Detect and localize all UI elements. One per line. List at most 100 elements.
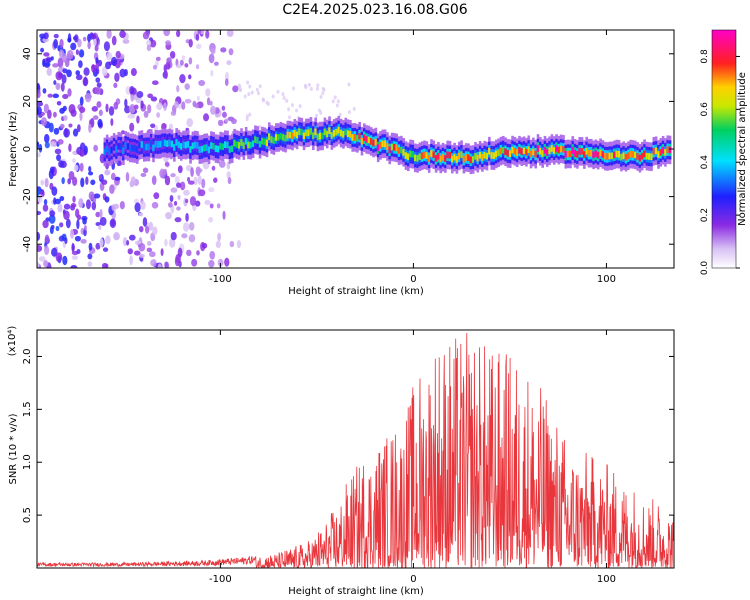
spectrogram-noise-cell (139, 226, 144, 233)
spectrogram-trace-cell (122, 147, 125, 155)
spectrogram-trace-cell (349, 130, 352, 138)
spectrogram-trace-cell (281, 134, 285, 141)
spectrogram-trace-cell (163, 139, 167, 147)
spectrogram-noise-cell (149, 251, 156, 258)
spectrogram-noise-cell (66, 49, 74, 60)
snr-x-tick-label: 100 (597, 574, 616, 585)
spectrogram-noise-cell (164, 70, 168, 79)
spectrogram-trace-cell (488, 147, 491, 155)
spectrogram-noise-cell (78, 198, 84, 208)
spectrogram-trace-cell (541, 150, 544, 157)
spectrogram-noise-cell (184, 83, 190, 90)
spectrogram-trace-cell (356, 134, 359, 142)
spectrogram-trace-cell (469, 156, 473, 164)
spectrogram-noise-cell (128, 234, 136, 241)
spectrogram-trace-cell (430, 150, 433, 157)
spectrogram-trace-cell (219, 142, 222, 150)
spectrogram-trace-cell (200, 145, 204, 153)
spectrogram-trace-cell (559, 145, 563, 153)
spectrogram-trace-cell (332, 130, 336, 137)
spectrogram-trace-cell (647, 153, 651, 160)
spectrogram-trace-cell (455, 156, 459, 163)
spectrogram-noise-cell (133, 250, 141, 256)
spectrogram-trace-cell (511, 146, 514, 154)
spectrogram-trace-cell (434, 155, 438, 162)
spectrogram-trace-cell (566, 150, 570, 158)
spectrogram-noise-cell (43, 52, 50, 57)
spectrogram-trace-cell (539, 147, 542, 155)
spectrogram-trace-cell (492, 152, 496, 159)
spectrogram-noise-cell (226, 30, 234, 37)
spectrogram-trace-cell (652, 147, 656, 155)
spectrogram-noise-cell (150, 123, 156, 129)
spectrogram-trace-cell (462, 155, 466, 163)
spectrogram-trace-cell (631, 151, 635, 158)
spectrogram-x-tick-label: -100 (209, 274, 232, 285)
spectrogram-trace-cell (624, 153, 628, 161)
spectrogram-trace-cell (404, 152, 408, 159)
spectrogram-noise-cell (88, 123, 92, 133)
spectrogram-trace-cell (105, 145, 109, 153)
spectrogram-noise-cell (176, 64, 182, 69)
spectrogram-x-tick-label: 100 (597, 274, 616, 285)
spectrogram-trace-cell (437, 152, 440, 160)
spectrogram-noise-cell (56, 100, 62, 106)
spectrogram-noise-cell (52, 63, 59, 68)
spectrogram-trace-cell (620, 153, 623, 161)
spectrogram-trace-cell (110, 146, 114, 154)
spectrogram-noise-cell (95, 67, 100, 75)
spectrogram-trace-cell (448, 151, 452, 159)
spectrogram-trace-cell (423, 151, 426, 159)
spectrogram-noise-cell (65, 218, 71, 229)
spectrogram-noise-cell (37, 261, 40, 268)
spectrogram-trace-cell (439, 155, 443, 163)
spectrogram-noise-cell (152, 64, 158, 70)
spectrogram-trace-cell (323, 128, 327, 136)
spectrogram-noise-cell (110, 219, 115, 226)
spectrogram-trace-cell (302, 132, 306, 140)
spectrogram-noise-cell (104, 169, 111, 176)
colorbar-tick-label: 0.0 (700, 261, 710, 276)
spectrogram-noise-cell (52, 111, 57, 118)
spectrogram-noise-cell (37, 210, 42, 216)
spectrogram-noise-cell (62, 52, 68, 63)
spectrogram-trace-cell (444, 155, 447, 162)
spectrogram-noise-cell (213, 61, 219, 66)
spectrogram-noise-cell (218, 160, 226, 168)
spectrogram-trace-cell (247, 141, 250, 149)
spectrogram-noise-cell (80, 177, 85, 188)
spectrogram-noise-cell (203, 113, 210, 122)
spectrogram-noise-cell (90, 179, 96, 186)
spectrogram-noise-cell (62, 105, 67, 112)
spectrogram-trace-cell (534, 150, 538, 158)
spectrogram-noise-cell (70, 265, 78, 268)
spectrogram-noise-cell (185, 198, 189, 204)
spectrogram-noise-cell (99, 238, 104, 248)
spectrogram-trace-cell (316, 133, 320, 141)
spectrogram-trace-cell (564, 150, 568, 158)
spectrogram-noise-cell (95, 77, 101, 83)
snr-y-tick-label: 1.0 (22, 454, 33, 470)
spectrogram-trace-cell (152, 144, 155, 152)
spectrogram-noise-cell (85, 199, 92, 210)
spectrogram-noise-cell (188, 234, 196, 243)
spectrogram-trace-cell (126, 143, 130, 150)
spectrogram-noise-cell (111, 204, 115, 211)
spectrogram-noise-cell (83, 225, 87, 231)
spectrogram-trace-cell (643, 150, 646, 158)
spectrogram-noise-cell (53, 33, 59, 39)
spectrogram-trace-cell (295, 131, 299, 139)
spectrogram-noise-cell (298, 104, 302, 109)
spectrogram-trace-cell (545, 149, 549, 156)
spectrogram-noise-cell (37, 141, 40, 150)
spectrogram-trace-cell (640, 152, 644, 160)
spectrogram-trace-cell (249, 141, 253, 149)
spectrogram-trace-cell (147, 143, 151, 151)
spectrogram-y-axis-label: Frequency (Hz) (8, 111, 19, 187)
spectrogram-trace-cell (627, 152, 630, 160)
spectrogram-trace-cell (314, 128, 317, 136)
spectrogram-noise-cell (70, 203, 77, 208)
spectrogram-noise-cell (152, 226, 158, 236)
spectrogram-trace-cell (170, 140, 174, 148)
spectrogram-trace-cell (636, 153, 639, 160)
